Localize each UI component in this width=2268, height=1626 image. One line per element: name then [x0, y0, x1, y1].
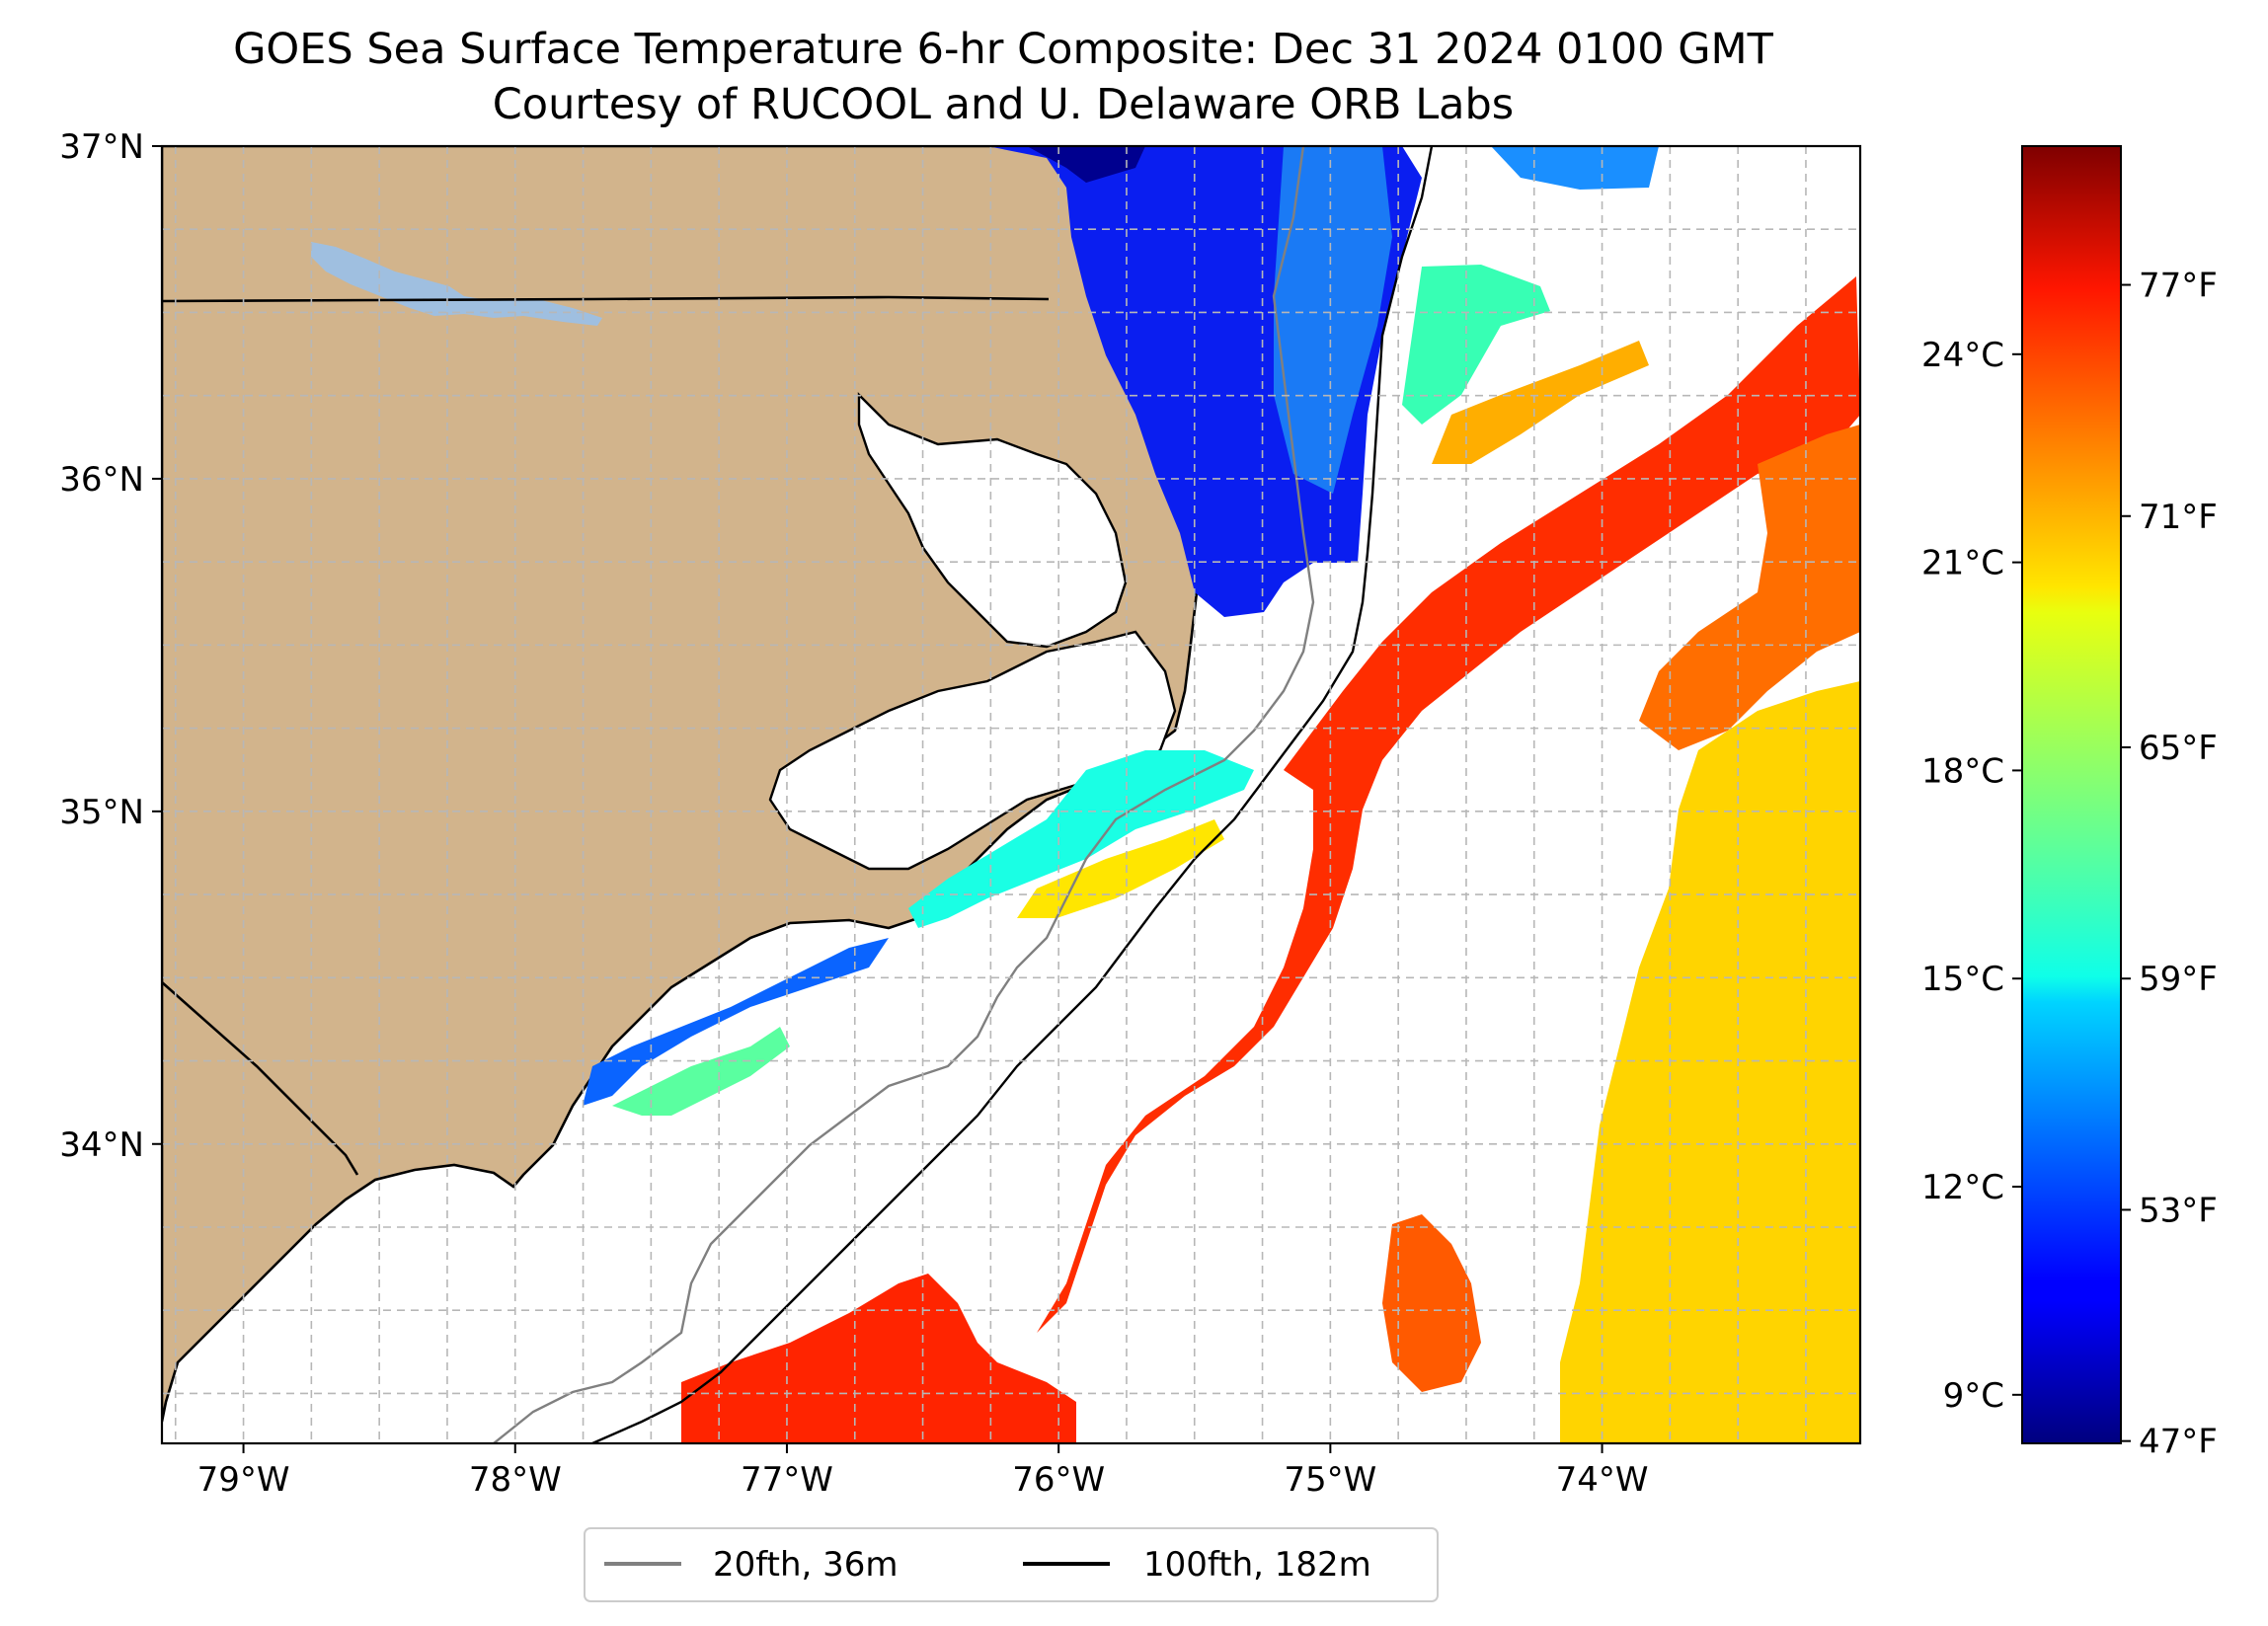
albemarle-sound [857, 392, 1128, 649]
isobath-legend: 20fth, 36m 100fth, 182m [584, 1527, 1439, 1602]
sst-gulf-stream [1037, 276, 1860, 1333]
temperature-colorbar: 24°C 21°C 18°C 15°C 12°C 9°C 77°F 71°F 65°F 59°F… [1921, 145, 2218, 1462]
lon-tick-label: 78°W [469, 1460, 562, 1500]
celsius-tick-label: 12°C [1921, 1168, 2004, 1207]
lon-tick-label: 77°W [741, 1460, 833, 1500]
celsius-tick-label: 15°C [1921, 960, 2004, 999]
fahrenheit-tick-label: 59°F [2139, 960, 2218, 999]
sst-orange-tongue [1432, 341, 1649, 464]
longitude-tick-labels: 79°W 78°W 77°W 76°W 75°W 74°W [197, 1443, 1649, 1500]
map-frame [160, 144, 1862, 1445]
sst-blue-top-right [1491, 146, 1659, 190]
legend-label-100fth: 100fth, 182m [1143, 1545, 1371, 1585]
lon-tick-label: 79°W [197, 1460, 290, 1500]
lat-tick-label: 37°N [59, 127, 144, 167]
fahrenheit-tick-label: 53°F [2139, 1191, 2218, 1230]
sst-coastal-cyan [908, 750, 1254, 928]
pamlico-sound [768, 630, 1177, 871]
colorbar-celsius-ticks: 24°C 21°C 18°C 15°C 12°C 9°C [1921, 336, 2022, 1416]
lat-tick-label: 35°N [59, 793, 144, 832]
map-subtitle: Courtesy of RUCOOL and U. Delaware ORB L… [493, 80, 1514, 129]
nc-va-border [162, 295, 1050, 303]
isobath-20fth [493, 146, 1315, 1443]
lon-tick-label: 75°W [1284, 1460, 1376, 1500]
sst-coastal-green [612, 1027, 790, 1116]
latitude-tick-labels: 37°N 36°N 35°N 34°N [59, 127, 162, 1165]
lon-tick-label: 74°W [1556, 1460, 1649, 1500]
sst-orange-east-arm [1639, 425, 1860, 750]
legend-box [584, 1527, 1439, 1602]
sst-coolblue-east [1274, 146, 1392, 494]
celsius-tick-label: 24°C [1921, 336, 2004, 375]
celsius-tick-label: 9°C [1943, 1376, 2004, 1416]
isobath-100fth [591, 146, 1434, 1443]
sst-darkblue-top [1027, 146, 1145, 183]
lat-tick-label: 36°N [59, 460, 144, 500]
map-title: GOES Sea Surface Temperature 6-hr Compos… [233, 25, 1774, 74]
map-panel [162, 146, 1860, 1443]
fahrenheit-tick-label: 47°F [2139, 1423, 2218, 1462]
sst-coastal-blue [583, 938, 889, 1106]
colorbar-fahrenheit-ticks: 77°F 71°F 65°F 59°F 53°F 47°F [2121, 267, 2218, 1462]
celsius-tick-label: 18°C [1921, 751, 2004, 791]
lon-tick-label: 76°W [1012, 1460, 1105, 1500]
celsius-tick-label: 21°C [1921, 544, 2004, 583]
inland-lake [311, 242, 602, 326]
nc-sc-border [162, 981, 359, 1176]
sst-orange-isolated [1382, 1214, 1481, 1392]
sst-yellow-east [1560, 681, 1860, 1443]
sst-cyan-patch-ne [1402, 265, 1550, 425]
sst-red-south [681, 1274, 1076, 1443]
legend-label-20fth: 20fth, 36m [713, 1545, 899, 1585]
fahrenheit-tick-label: 65°F [2139, 729, 2218, 768]
colorbar-gradient [2021, 145, 2122, 1444]
fahrenheit-tick-label: 77°F [2139, 267, 2218, 306]
lat-tick-label: 34°N [59, 1125, 144, 1165]
map-gridlines [162, 146, 1860, 1443]
fahrenheit-tick-label: 71°F [2139, 498, 2218, 537]
